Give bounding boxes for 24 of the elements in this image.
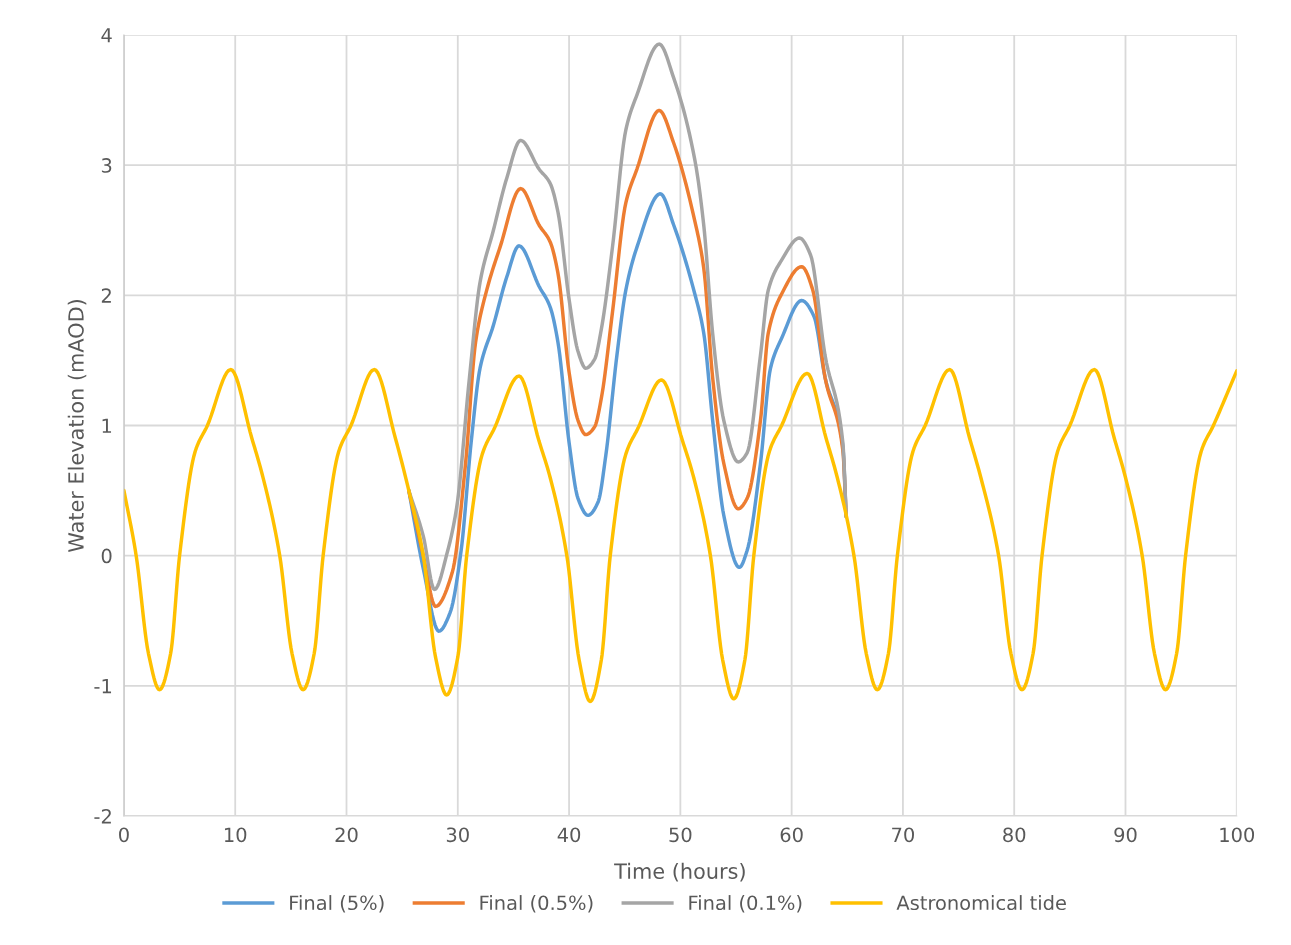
- x-tick-label: 80: [1003, 827, 1026, 843]
- x-tick-label: 40: [557, 827, 581, 843]
- y-tick-label: 4: [101, 28, 112, 43]
- x-tick-label: 20: [335, 827, 358, 843]
- legend-label: Final (0.5%): [480, 895, 593, 913]
- y-tick-label: -1: [94, 679, 112, 694]
- y-tick-label: 2: [101, 288, 111, 303]
- x-tick-label: 0: [119, 827, 129, 843]
- y-tick-label: 1: [102, 418, 112, 433]
- x-axis-title: Time (hours): [614, 862, 745, 882]
- legend-label: Final (5%): [290, 895, 384, 913]
- x-tick-label: 100: [1220, 827, 1255, 843]
- x-tick-label: 70: [892, 827, 915, 843]
- y-axis-title: Water Elevation (mAOD): [67, 300, 87, 553]
- legend-label: Astronomical tide: [896, 895, 1066, 911]
- x-tick-label: 60: [780, 827, 803, 843]
- y-tick-label: -2: [94, 808, 111, 824]
- y-tick-label: 0: [101, 548, 112, 564]
- y-tick-label: 3: [101, 158, 112, 173]
- x-tick-label: 10: [224, 827, 247, 843]
- x-tick-label: 50: [669, 827, 692, 843]
- legend-label: Final (0.1%): [689, 895, 802, 913]
- x-tick-label: 30: [446, 827, 469, 843]
- x-tick-label: 90: [1114, 827, 1137, 843]
